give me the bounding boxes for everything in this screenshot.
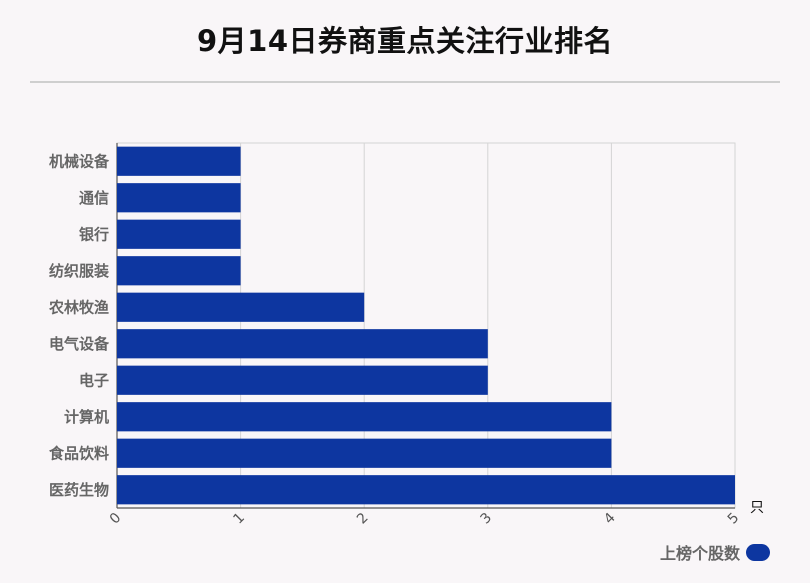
category-label: 食品饮料 <box>49 444 109 462</box>
legend-swatch <box>746 543 770 561</box>
category-label: 计算机 <box>64 408 109 426</box>
bar <box>117 219 241 249</box>
legend: 上榜个股数 <box>660 540 770 564</box>
title-divider <box>30 81 780 83</box>
legend-label: 上榜个股数 <box>659 544 740 563</box>
bar <box>117 365 488 395</box>
bar <box>117 402 612 432</box>
bar <box>117 292 365 322</box>
bars <box>117 146 735 505</box>
x-tick-label: 4 <box>601 510 619 528</box>
bar <box>117 438 612 468</box>
x-tick-label: 3 <box>478 510 496 528</box>
category-label: 农林牧渔 <box>48 298 109 316</box>
chart-title: 9月14日券商重点关注行业排名 <box>196 24 614 58</box>
category-label: 电子 <box>79 371 109 389</box>
category-label: 银行 <box>79 225 109 243</box>
category-label: 通信 <box>79 189 109 207</box>
bar <box>117 183 241 213</box>
x-tick-label: 2 <box>354 510 372 528</box>
category-label: 机械设备 <box>49 152 110 170</box>
x-tick-label: 5 <box>725 510 743 528</box>
x-unit-label: 只 <box>750 500 764 516</box>
bar <box>117 475 735 505</box>
x-tick-label: 0 <box>107 510 125 528</box>
category-label: 医药生物 <box>49 481 109 499</box>
x-tick-labels: 0 1 2 3 4 5 <box>107 510 743 528</box>
bar <box>117 146 241 176</box>
x-tick-label: 1 <box>230 510 248 528</box>
bar <box>117 329 488 359</box>
bar <box>117 256 241 286</box>
category-label: 纺织服装 <box>49 262 110 280</box>
category-label: 电气设备 <box>49 335 110 353</box>
